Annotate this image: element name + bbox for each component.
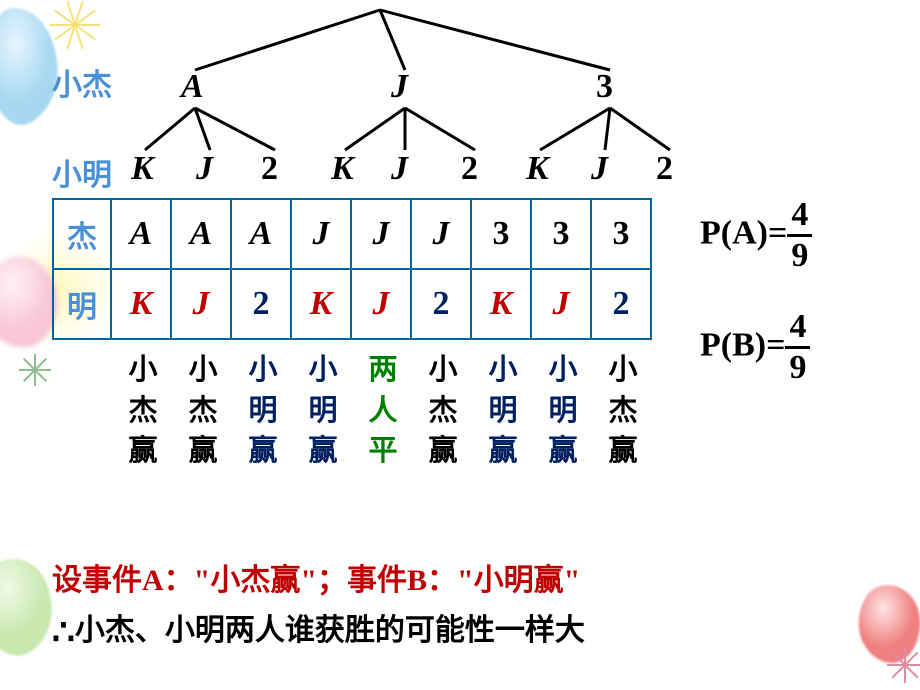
outcome-label: 小杰赢 xyxy=(113,350,173,472)
table-cell: J xyxy=(351,269,411,339)
table-cell: 3 xyxy=(591,199,651,269)
table-cell: J xyxy=(291,199,351,269)
def-event-a: "小杰赢" xyxy=(194,564,317,597)
outcome-label: 小明赢 xyxy=(533,350,593,472)
fraction: 49 xyxy=(787,198,812,273)
table-cell: J xyxy=(171,269,231,339)
outcome-label: 小明赢 xyxy=(293,350,353,472)
player-jie-label: 小杰 xyxy=(52,60,112,104)
tree-node-level2: 2 xyxy=(656,150,673,188)
def-event-b: "小明赢" xyxy=(457,564,580,597)
def-prefix: 设事件A： xyxy=(52,564,194,597)
sparkle-decoration xyxy=(16,351,54,389)
table-cell: 3 xyxy=(531,199,591,269)
tree-node-level2: J xyxy=(591,150,608,188)
tree-node-level2: J xyxy=(391,150,408,188)
table-cell: 2 xyxy=(591,269,651,339)
prob-label: P(A)= xyxy=(700,214,787,251)
table-cell: 2 xyxy=(231,269,291,339)
tree-node-level2: J xyxy=(196,150,213,188)
conclusion-text: 小杰、小明两人谁获胜的可能性一样大 xyxy=(75,614,585,647)
outcome-table: 杰AAAJJJ333明KJ2KJ2KJ2 xyxy=(52,198,652,340)
outcome-labels: 小杰赢小杰赢小明赢小明赢两人平小杰赢小明赢小明赢小杰赢 xyxy=(113,350,653,472)
outcome-label: 小明赢 xyxy=(473,350,533,472)
prob-label: P(B)= xyxy=(700,326,785,363)
def-sep: ；事件B： xyxy=(317,564,457,597)
fraction: 49 xyxy=(785,310,810,385)
tree-node-level1: A xyxy=(181,68,204,106)
tree-node-level1: 3 xyxy=(596,68,613,106)
table-cell: 2 xyxy=(411,269,471,339)
outcome-label: 小明赢 xyxy=(233,350,293,472)
event-definition: 设事件A："小杰赢"；事件B："小明赢" xyxy=(52,555,580,599)
table-cell: K xyxy=(111,269,171,339)
therefore-symbol: ∴ xyxy=(52,612,75,652)
table-cell: J xyxy=(531,269,591,339)
table-cell: K xyxy=(471,269,531,339)
table-cell: J xyxy=(411,199,471,269)
outcome-label: 小杰赢 xyxy=(593,350,653,472)
table-cell: A xyxy=(171,199,231,269)
tree-node-level1: J xyxy=(391,68,408,106)
sparkle-decoration xyxy=(884,644,920,686)
tree-node-level2: 2 xyxy=(261,150,278,188)
table-cell: 3 xyxy=(471,199,531,269)
table-cell: K xyxy=(291,269,351,339)
outcome-label: 两人平 xyxy=(353,350,413,472)
table-header-jie: 杰 xyxy=(53,199,111,269)
player-ming-label: 小明 xyxy=(52,150,112,194)
table-cell: A xyxy=(231,199,291,269)
tree-node-level2: 2 xyxy=(461,150,478,188)
probability-a: P(A)=49 xyxy=(700,198,812,273)
outcome-label: 小杰赢 xyxy=(173,350,233,472)
table-cell: A xyxy=(111,199,171,269)
table-header-ming: 明 xyxy=(53,269,111,339)
probability-b: P(B)=49 xyxy=(700,310,810,385)
conclusion: ∴小杰、小明两人谁获胜的可能性一样大 xyxy=(52,605,585,653)
tree-node-level2: K xyxy=(331,150,354,188)
outcome-label: 小杰赢 xyxy=(413,350,473,472)
tree-node-level2: K xyxy=(131,150,154,188)
tree-node-level2: K xyxy=(526,150,549,188)
table-cell: J xyxy=(351,199,411,269)
